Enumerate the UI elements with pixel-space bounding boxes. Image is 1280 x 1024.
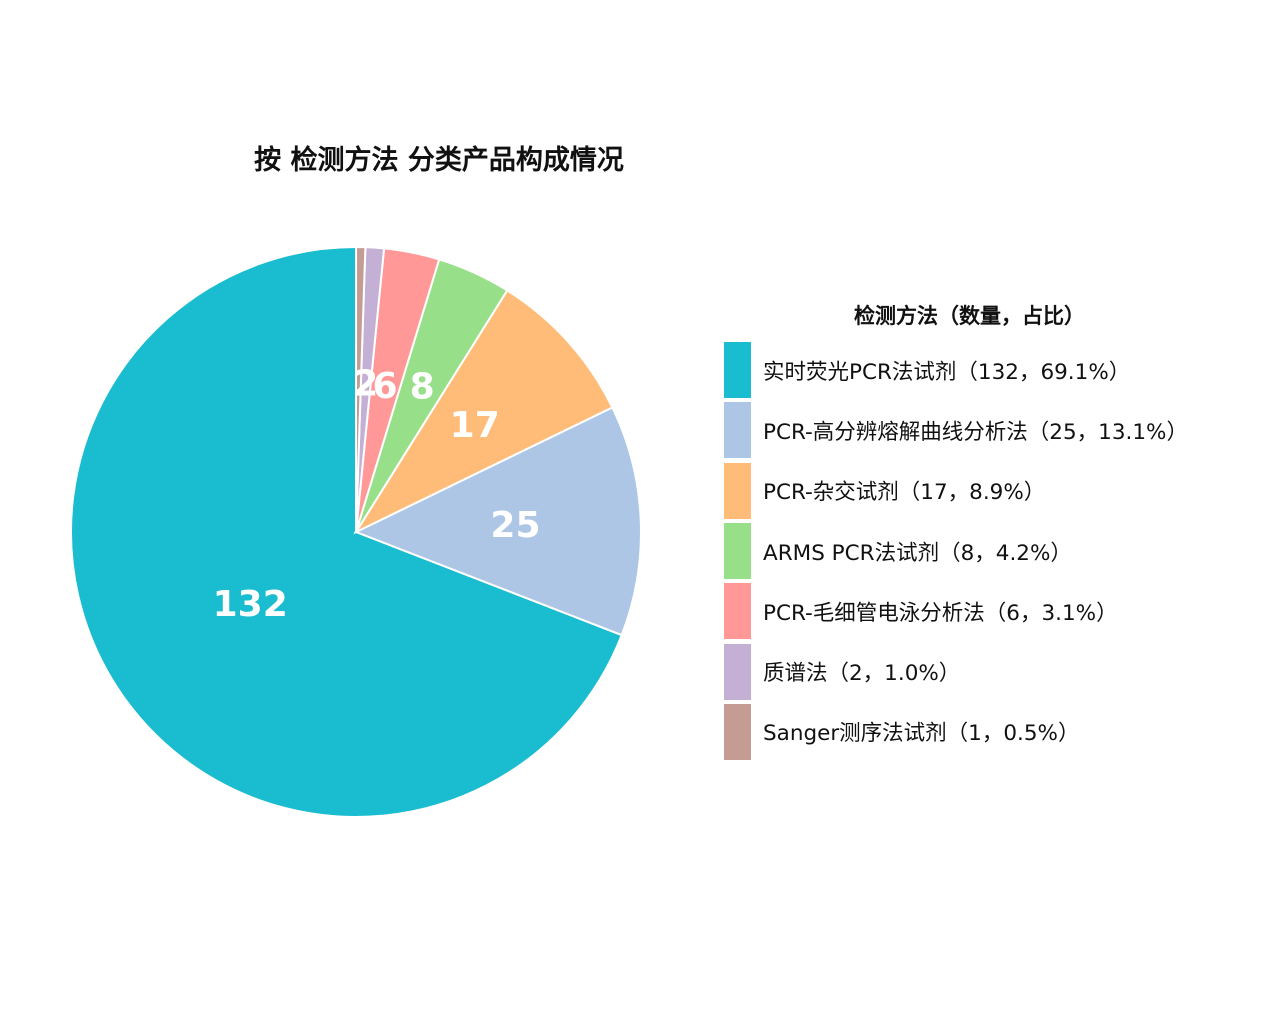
legend-item-6: Sanger测序法试剂（1，0.5%）	[724, 702, 1274, 762]
legend-label-6: Sanger测序法试剂（1，0.5%）	[763, 721, 1080, 747]
legend-swatch-2	[724, 462, 751, 519]
legend-item-3: ARMS PCR法试剂（8，4.2%）	[724, 521, 1274, 581]
pie-data-labels: 132 25 17 862	[213, 364, 541, 625]
legend-swatch-0	[724, 342, 751, 399]
pie-data-label-1: 25	[490, 505, 540, 546]
pie-slice-1	[353, 406, 642, 637]
legend-item-0: 实时荧光PCR法试剂（132，69.1%）	[724, 340, 1274, 400]
legend-title: 检测方法（数量，占比）	[854, 304, 1085, 328]
pie-data-label-5: 2	[353, 364, 378, 405]
legend-swatch-1	[724, 402, 751, 459]
pie-slice-6	[355, 245, 367, 533]
legend-swatch-4	[724, 583, 751, 640]
legend-label-1: PCR-高分辨熔解曲线分析法（25，13.1%）	[763, 419, 1188, 445]
legend-item-5: 质谱法（2，1.0%）	[724, 641, 1274, 701]
pie-data-label-0: 132	[213, 584, 288, 625]
legend-label-4: PCR-毛细管电泳分析法（6，3.1%）	[763, 600, 1118, 626]
legend-items: 实时荧光PCR法试剂（132，69.1%） PCR-高分辨熔解曲线分析法（25，1…	[724, 340, 1274, 762]
legend-item-2: PCR-杂交试剂（17，8.9%）	[724, 461, 1274, 521]
pie-slice-0	[70, 245, 624, 818]
pie-slices	[70, 245, 642, 818]
legend-item-1: PCR-高分辨熔解曲线分析法（25，13.1%）	[724, 400, 1274, 460]
pie-data-label-2: 17	[450, 405, 500, 446]
pie-data-label-3: 8	[410, 366, 435, 407]
legend-label-5: 质谱法（2，1.0%）	[763, 661, 961, 687]
chart-title: 按 检测方法 分类产品构成情况	[254, 145, 624, 176]
pie-slice-2	[353, 289, 614, 535]
legend: 检测方法（数量，占比） 实时荧光PCR法试剂（132，69.1%） PCR-高分辨…	[724, 300, 1274, 762]
legend-label-3: ARMS PCR法试剂（8，4.2%）	[763, 540, 1072, 566]
legend-label-2: PCR-杂交试剂（17，8.9%）	[763, 480, 1046, 506]
legend-item-4: PCR-毛细管电泳分析法（6，3.1%）	[724, 581, 1274, 641]
legend-swatch-6	[724, 703, 751, 760]
legend-swatch-3	[724, 523, 751, 580]
legend-label-0: 实时荧光PCR法试剂（132，69.1%）	[763, 359, 1131, 385]
pie-data-label-4: 6	[373, 366, 398, 407]
legend-swatch-5	[724, 643, 751, 700]
